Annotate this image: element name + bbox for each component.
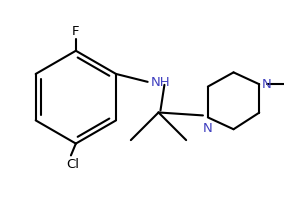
Text: Cl: Cl [66,158,79,171]
Text: NH: NH [151,76,170,89]
Text: N: N [203,122,213,135]
Text: F: F [72,25,80,39]
Text: N: N [262,78,272,91]
